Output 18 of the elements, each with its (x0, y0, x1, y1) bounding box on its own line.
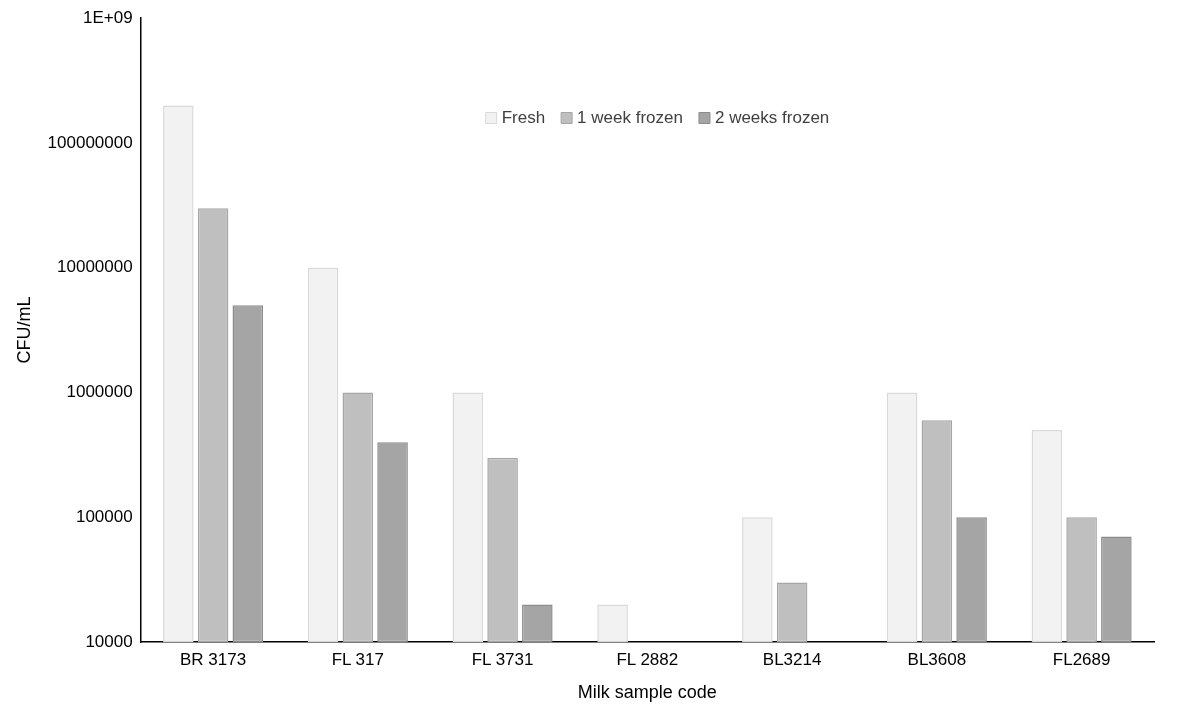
x-tick-label: FL 317 (331, 649, 384, 669)
legend-label: Fresh (501, 107, 546, 127)
x-tick-label: FL 2882 (616, 649, 679, 669)
x-tick-label: BR 3173 (179, 649, 247, 669)
y-tick-label: 10000 (85, 631, 133, 651)
y-tick-label: 100000 (75, 506, 133, 526)
y-tick-label: 10000000 (57, 257, 133, 277)
y-axis-title: CFU/mL (13, 296, 34, 364)
legend-label: 1 week frozen (577, 107, 683, 127)
y-tick-label: 100000000 (47, 132, 133, 152)
y-tick-label: 1000000 (66, 382, 133, 402)
x-axis-title: Milk sample code (577, 682, 717, 703)
legend-label: 2 weeks frozen (714, 107, 830, 127)
x-tick-label: BL3608 (907, 649, 967, 669)
x-tick-label: BL3214 (762, 649, 822, 669)
x-tick-label: FL2689 (1052, 649, 1111, 669)
x-tick-label: FL 3731 (471, 649, 534, 669)
y-tick-label: 1E+09 (83, 7, 133, 27)
